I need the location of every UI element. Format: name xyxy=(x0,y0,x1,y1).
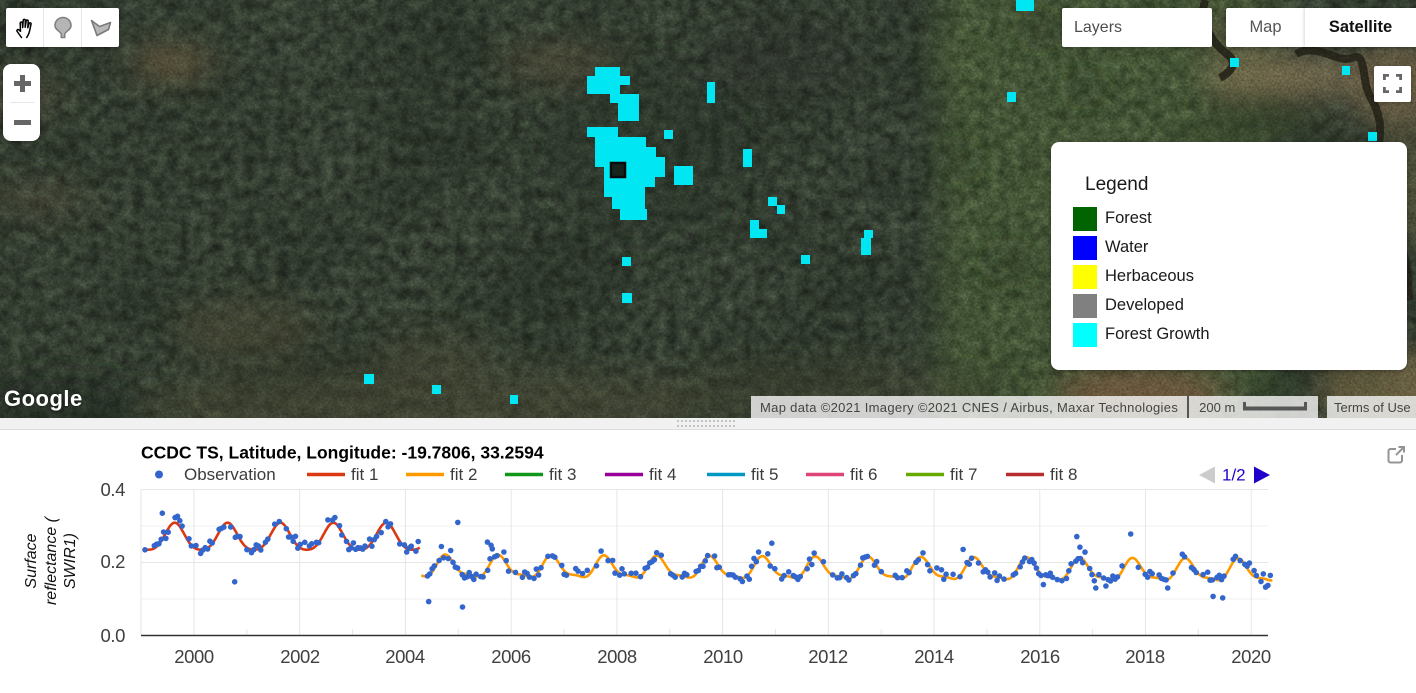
svg-text:2008: 2008 xyxy=(597,646,637,667)
svg-text:2016: 2016 xyxy=(1020,646,1060,667)
svg-text:fit 6: fit 6 xyxy=(850,465,877,484)
svg-text:2004: 2004 xyxy=(385,646,425,667)
svg-text:2002: 2002 xyxy=(280,646,320,667)
svg-text:2000: 2000 xyxy=(174,646,214,667)
svg-text:2010: 2010 xyxy=(703,646,743,667)
svg-text:0.4: 0.4 xyxy=(100,479,125,500)
svg-text:1/2: 1/2 xyxy=(1222,466,1246,485)
svg-text:Observation: Observation xyxy=(184,465,276,484)
svg-text:fit 1: fit 1 xyxy=(351,465,378,484)
svg-text:CCDC TS, Latitude, Longitude:: CCDC TS, Latitude, Longitude: -19.7806, … xyxy=(141,443,544,463)
svg-text:fit 2: fit 2 xyxy=(450,465,477,484)
svg-text:fit 8: fit 8 xyxy=(1050,465,1077,484)
svg-text:0.2: 0.2 xyxy=(100,551,125,572)
svg-text:fit 5: fit 5 xyxy=(751,465,778,484)
svg-text:fit 7: fit 7 xyxy=(950,465,977,484)
svg-text:2020: 2020 xyxy=(1231,646,1271,667)
svg-text:2018: 2018 xyxy=(1125,646,1165,667)
svg-text:2014: 2014 xyxy=(914,646,954,667)
svg-text:fit 3: fit 3 xyxy=(549,465,576,484)
svg-text:0.0: 0.0 xyxy=(100,625,125,646)
svg-text:2006: 2006 xyxy=(491,646,531,667)
svg-text:2012: 2012 xyxy=(808,646,848,667)
svg-text:fit 4: fit 4 xyxy=(649,465,676,484)
